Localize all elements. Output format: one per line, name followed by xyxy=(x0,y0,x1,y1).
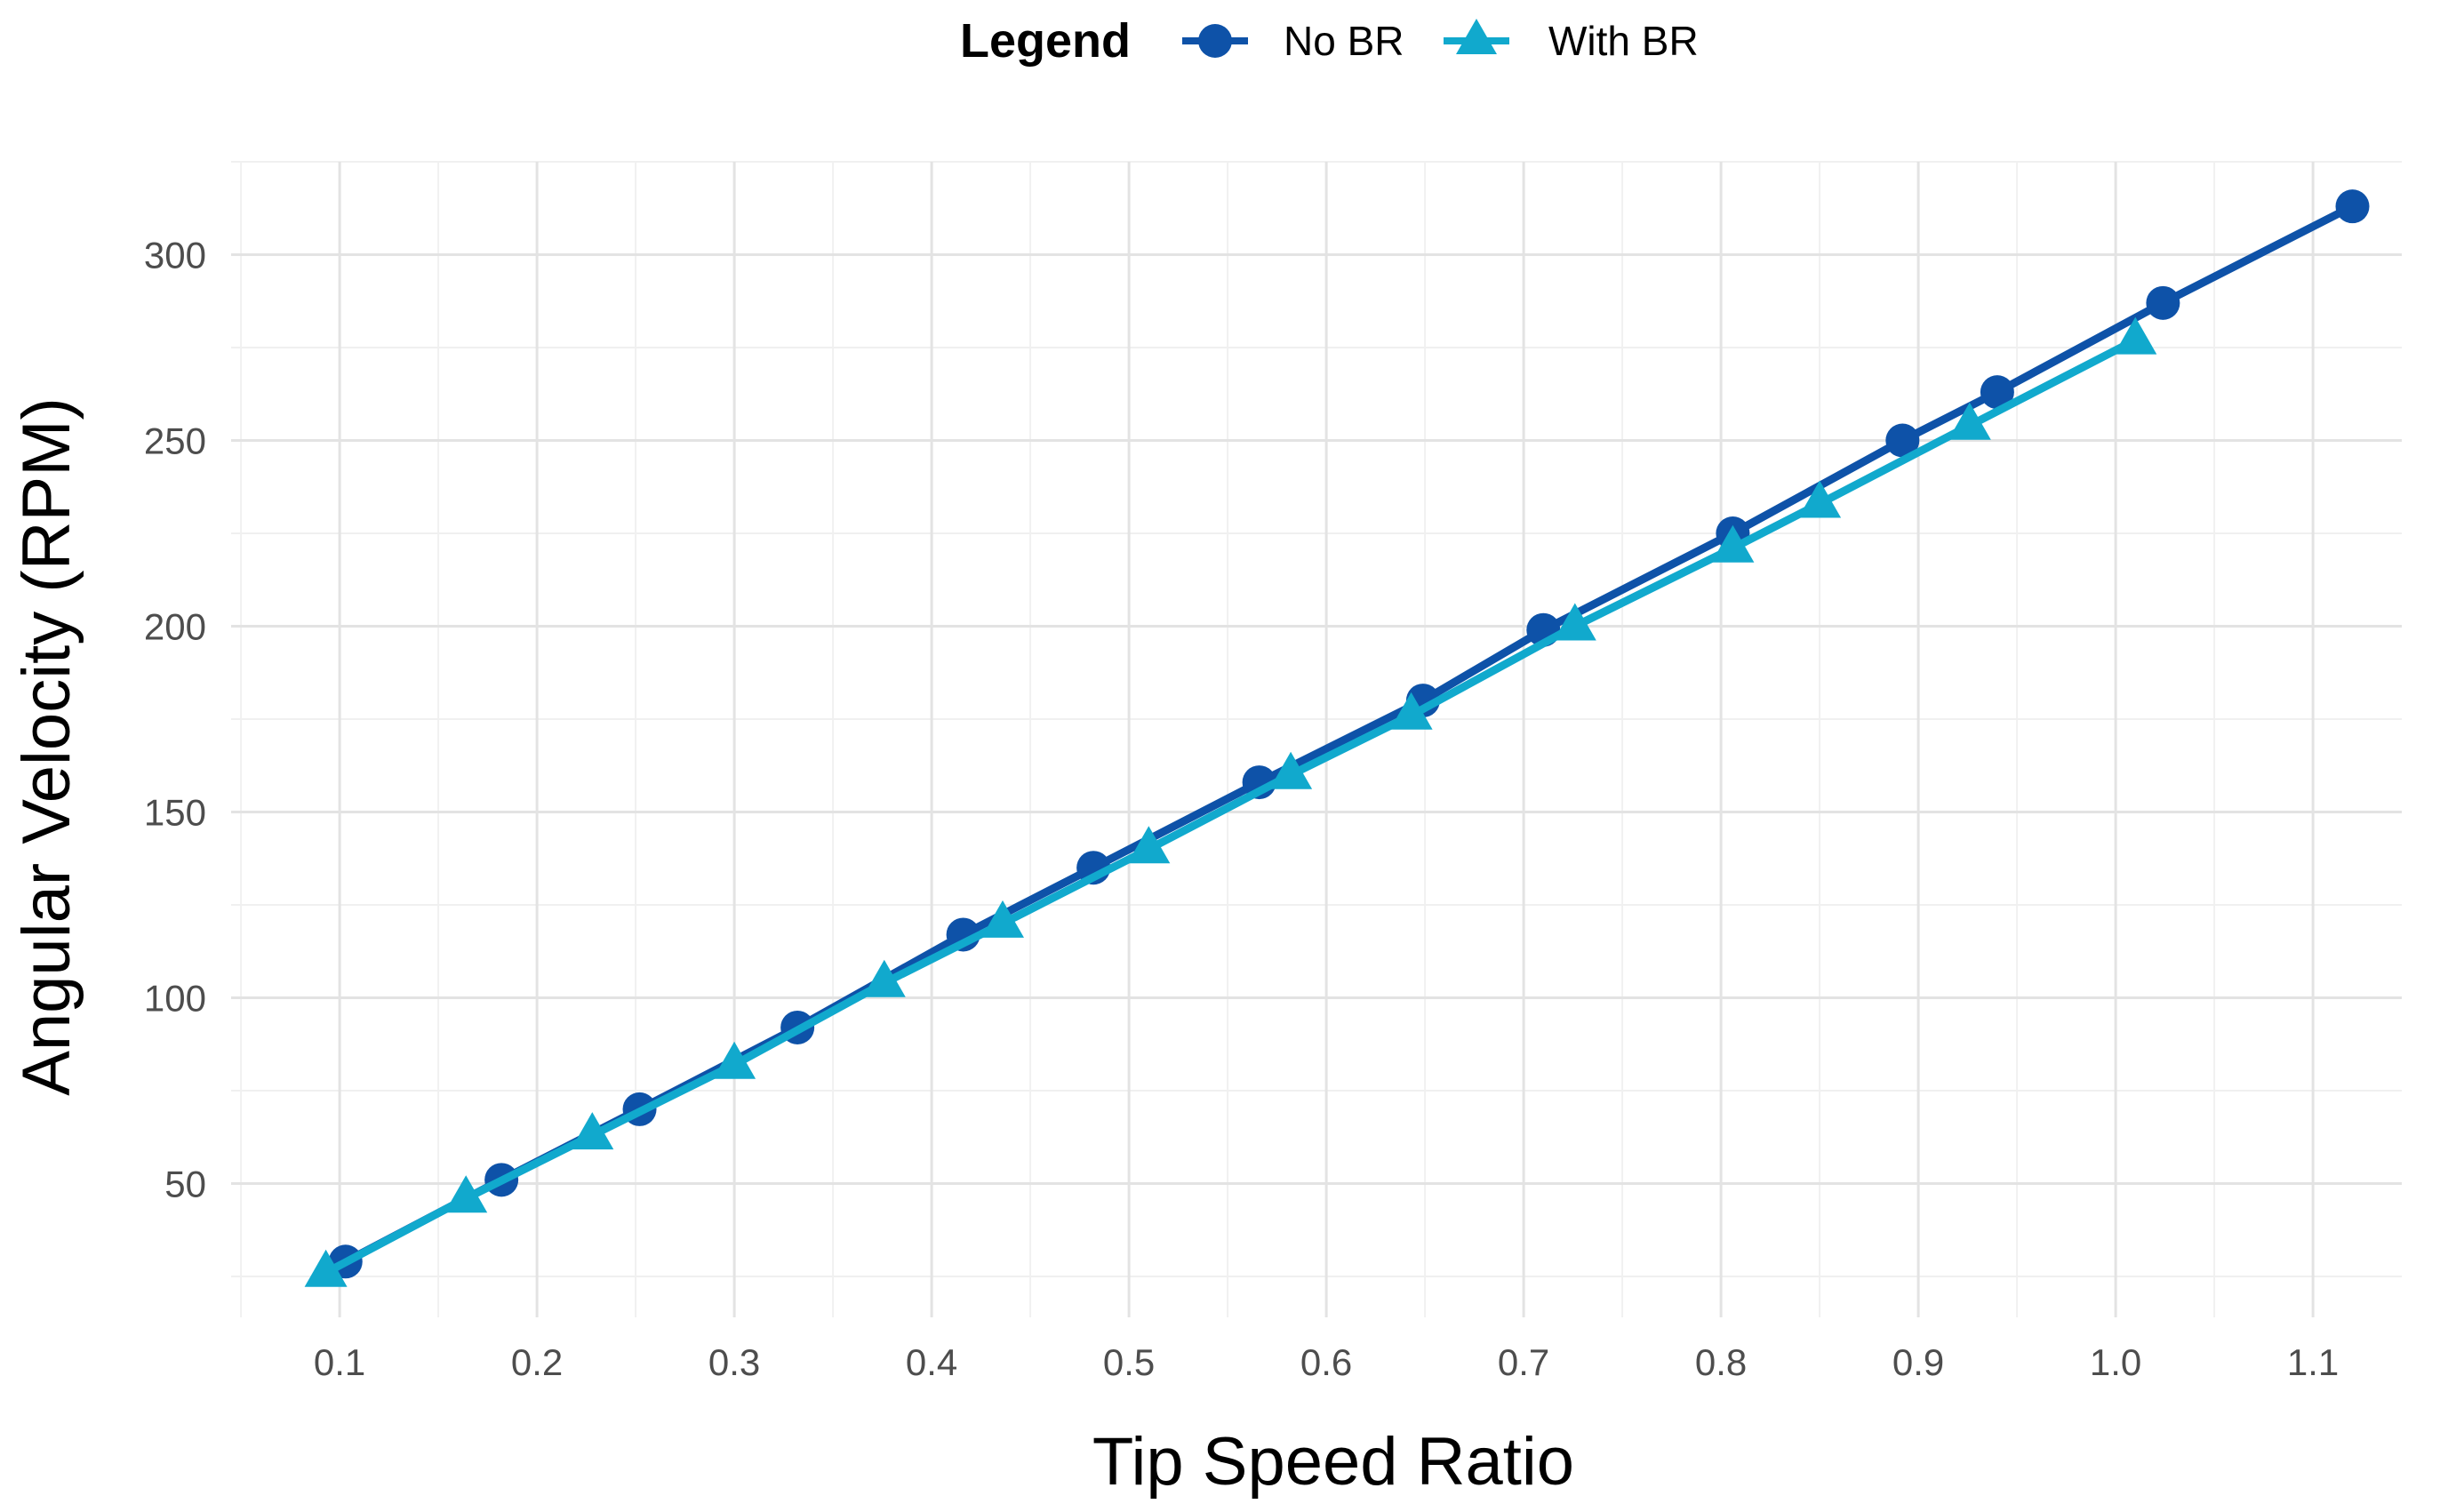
legend-key-no-br xyxy=(1182,24,1248,58)
data-point-with-br xyxy=(1553,603,1596,641)
x-axis-title: Tip Speed Ratio xyxy=(1092,1424,1574,1500)
data-point-with-br xyxy=(713,1041,756,1079)
data-point-no-br xyxy=(1980,375,2014,410)
legend-title: Legend xyxy=(960,14,1131,68)
data-point-no-br xyxy=(1885,423,1920,458)
data-point-no-br xyxy=(2146,285,2180,320)
data-point-with-br xyxy=(1389,692,1433,730)
grid-major xyxy=(231,162,2402,1317)
x-tick-label: 1.0 xyxy=(2090,1341,2141,1383)
data-point-with-br xyxy=(862,959,906,997)
data-point-with-br xyxy=(444,1175,488,1213)
data-point-with-br xyxy=(1127,826,1171,864)
legend-key-with-br xyxy=(1444,19,1509,54)
x-tick-label: 0.5 xyxy=(1103,1341,1155,1383)
y-tick-label: 150 xyxy=(144,792,206,834)
y-tick-label: 300 xyxy=(144,235,206,276)
y-tick-label: 50 xyxy=(164,1164,206,1205)
x-tick-label: 0.9 xyxy=(1892,1341,1944,1383)
y-tick-label: 250 xyxy=(144,420,206,462)
legend-label-with-br: With BR xyxy=(1548,18,1699,64)
data-point-no-br xyxy=(2335,189,2370,224)
data-point-with-br xyxy=(304,1249,348,1287)
x-axis-tick-labels: 0.1 0.2 0.3 0.4 0.5 0.6 0.7 0.8 0.9 1.0 1.1 xyxy=(314,1341,2339,1383)
data-point-with-br xyxy=(1711,524,1755,563)
series-with-br xyxy=(304,316,2157,1287)
x-tick-label: 0.3 xyxy=(708,1341,760,1383)
plot-panel xyxy=(231,161,2402,1317)
y-tick-label: 200 xyxy=(144,606,206,648)
legend: Legend No BR With BR xyxy=(960,14,1699,68)
legend-marker-no-br xyxy=(1198,24,1232,58)
y-tick-label: 100 xyxy=(144,978,206,1020)
x-tick-label: 0.2 xyxy=(511,1341,563,1383)
x-tick-label: 0.4 xyxy=(906,1341,957,1383)
legend-label-no-br: No BR xyxy=(1284,18,1404,64)
grid-minor xyxy=(231,161,2402,1317)
x-tick-label: 0.8 xyxy=(1695,1341,1747,1383)
data-point-with-br xyxy=(1798,480,1842,518)
x-tick-label: 0.6 xyxy=(1300,1341,1352,1383)
y-axis-tick-labels: 50 100 150 200 250 300 xyxy=(144,235,206,1205)
series-layer xyxy=(304,189,2370,1287)
x-tick-label: 0.7 xyxy=(1498,1341,1549,1383)
y-axis-title: Angular Velocity (RPM) xyxy=(9,397,84,1096)
x-tick-label: 0.1 xyxy=(314,1341,365,1383)
x-tick-label: 1.1 xyxy=(2287,1341,2339,1383)
data-point-with-br xyxy=(1948,402,1991,440)
data-point-with-br xyxy=(1269,751,1313,789)
data-point-with-br xyxy=(2114,316,2157,355)
data-point-with-br xyxy=(981,900,1024,938)
data-point-with-br xyxy=(571,1112,614,1150)
legend-marker-with-br xyxy=(1456,19,1497,54)
